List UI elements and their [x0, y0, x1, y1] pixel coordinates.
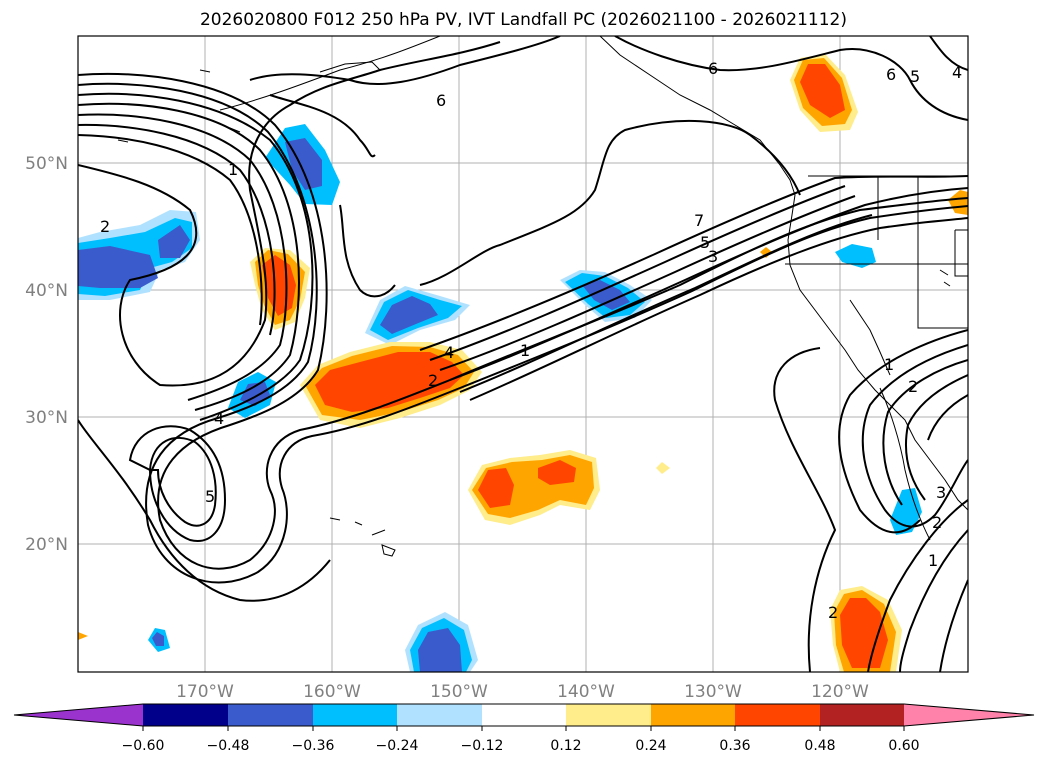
- lon-label: 130°W: [684, 682, 742, 702]
- colorbar-tick-label: −0.36: [292, 738, 335, 754]
- contour-label: 6: [886, 65, 896, 84]
- colorbar-swatch: [651, 704, 735, 726]
- lon-label: 120°W: [811, 682, 869, 702]
- contour-label: 2: [428, 371, 438, 390]
- colorbar-swatch: [566, 704, 651, 726]
- colorbar-extend-low: [14, 704, 143, 726]
- lon-label: 160°W: [303, 682, 361, 702]
- contour-label: 2: [908, 377, 918, 396]
- contour-label: 2: [100, 217, 110, 236]
- contour-label: 4: [444, 343, 454, 362]
- colorbar-swatch: [143, 704, 228, 726]
- contour-label: 4: [214, 409, 224, 428]
- longitude-labels: 170°W 160°W 150°W 140°W 130°W 120°W: [176, 682, 869, 702]
- contour-label: 6: [436, 91, 446, 110]
- colorbar-swatch: [397, 704, 482, 726]
- colorbar-swatch: [482, 704, 566, 726]
- contour-label: 1: [520, 341, 530, 360]
- contour-label: 1: [928, 551, 938, 570]
- latitude-labels: 50°N 40°N 30°N 20°N: [25, 154, 68, 555]
- positive-pv-regions: [78, 54, 968, 672]
- contour-label: 5: [700, 233, 710, 252]
- colorbar-tick-label: 0.60: [888, 738, 919, 754]
- contour-label: 3: [936, 483, 946, 502]
- lon-label: 140°W: [557, 682, 615, 702]
- contour-label: 5: [205, 487, 215, 506]
- coastlines: [117, 36, 968, 557]
- contour-label: 1: [884, 355, 894, 374]
- contour-label: 7: [694, 211, 704, 230]
- colorbar-tick-label: −0.60: [122, 738, 165, 754]
- colorbar-tick-label: −0.48: [207, 738, 250, 754]
- colorbar-swatch: [735, 704, 820, 726]
- colorbar-swatch: [313, 704, 397, 726]
- colorbar-swatch: [228, 704, 313, 726]
- lat-label: 30°N: [25, 408, 68, 428]
- contour-label: 6: [708, 59, 718, 78]
- lat-label: 20°N: [25, 535, 68, 555]
- colorbar: −0.60 −0.48 −0.36 −0.24 −0.12 0.12 0.24 …: [13, 703, 1035, 754]
- contour-label: 3: [708, 247, 718, 266]
- lon-label: 150°W: [430, 682, 488, 702]
- ivt-contours: [78, 36, 968, 672]
- colorbar-tick-label: 0.36: [719, 738, 750, 754]
- lon-label: 170°W: [176, 682, 234, 702]
- colorbar-tick-label: 0.12: [550, 738, 581, 754]
- colorbar-tick-label: 0.24: [635, 738, 666, 754]
- contour-label: 2: [932, 513, 942, 532]
- colorbar-tick-label: 0.48: [804, 738, 835, 754]
- contour-label: 2: [828, 603, 838, 622]
- colorbar-tick-label: −0.12: [461, 738, 504, 754]
- contour-label: 1: [228, 160, 238, 179]
- map-frame: [77, 35, 969, 673]
- colorbar-extend-high: [904, 704, 1034, 726]
- lat-label: 40°N: [25, 281, 68, 301]
- contour-label: 4: [952, 63, 962, 82]
- figure-title: 2026020800 F012 250 hPa PV, IVT Landfall…: [199, 10, 847, 30]
- contour-label: 5: [910, 67, 920, 86]
- lat-label: 50°N: [25, 154, 68, 174]
- colorbar-swatch: [820, 704, 904, 726]
- colorbar-tick-label: −0.24: [376, 738, 419, 754]
- contour-labels: 1 2 4 5 6 6 7 5 3 1 2 4 1 2 3 2 1 6 5 4 …: [100, 59, 962, 622]
